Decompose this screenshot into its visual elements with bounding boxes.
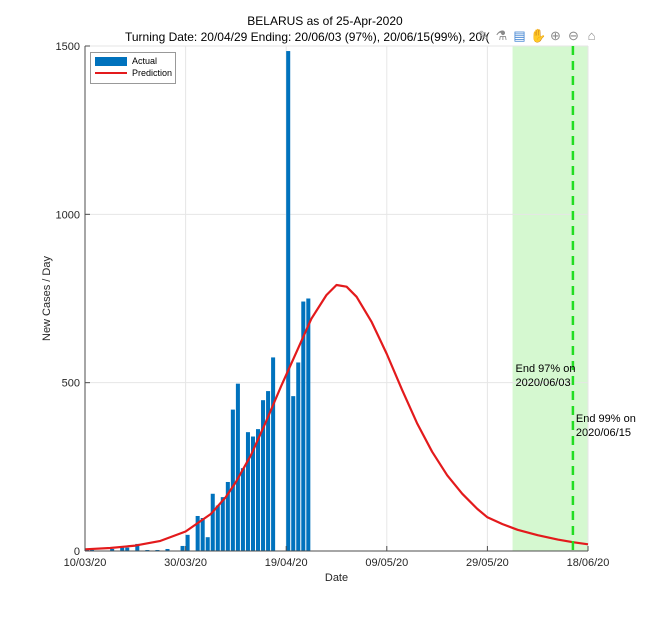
bar-actual — [256, 429, 261, 551]
bar-actual — [120, 547, 125, 551]
chart-title: BELARUS as of 25-Apr-2020 — [247, 14, 403, 28]
zoom-in-icon[interactable]: ⊕ — [550, 28, 561, 43]
prediction-line — [84, 283, 589, 551]
y-axis-label: New Cases / Day — [41, 256, 53, 341]
bar-actual — [296, 362, 301, 551]
y-tick-label: 1500 — [56, 41, 80, 53]
ending-band-layer — [512, 46, 588, 551]
bar-actual — [245, 432, 250, 551]
ending-97-band — [512, 46, 588, 551]
bar-actual — [84, 549, 90, 551]
home-icon[interactable]: ⌂ — [587, 28, 596, 43]
datatip-icon[interactable]: ⚗ — [495, 28, 508, 43]
bar-actual — [220, 497, 225, 551]
bar-actual — [185, 534, 190, 551]
bar-actual — [286, 51, 291, 552]
axis-layer — [84, 45, 589, 552]
y-tick-label: 0 — [74, 546, 80, 558]
x-tick-label: 30/03/20 — [164, 557, 207, 569]
legend-entry-actual: Actual — [95, 56, 157, 66]
legend-swatch-prediction — [95, 72, 127, 74]
insert-legend-icon[interactable]: ▤ — [513, 28, 526, 43]
chart-subtitle: Turning Date: 20/04/29 Ending: 20/06/03 … — [125, 30, 490, 44]
pan-hand-icon[interactable]: ✋ — [530, 28, 547, 43]
legend[interactable]: Actual Prediction — [90, 52, 176, 84]
bar-actual — [90, 549, 95, 551]
annotation-end-99: 2020/06/15 — [576, 427, 631, 439]
bar-actual — [266, 391, 271, 551]
annotation-end-97: 2020/06/03 — [516, 377, 571, 389]
bar-layer — [84, 51, 311, 552]
x-tick-label: 10/03/20 — [64, 557, 107, 569]
label-layer: 10/03/20 30/03/20 19/04/20 09/05/20 29/05/20… — [41, 41, 636, 584]
bar-actual — [230, 409, 235, 551]
bar-actual — [215, 505, 220, 551]
axes-toolbar: ✎ ⚗ ▤ ✋ ⊕ ⊖ ⌂ — [476, 28, 599, 43]
bar-actual — [195, 515, 200, 551]
bar-actual — [145, 549, 150, 551]
bar-actual — [225, 481, 230, 551]
bar-actual — [200, 518, 205, 551]
annotation-end-97: End 97% on — [516, 363, 576, 375]
bar-actual — [205, 537, 210, 551]
bar-actual — [110, 548, 115, 551]
bar-actual — [261, 400, 266, 551]
legend-label-prediction: Prediction — [132, 68, 173, 78]
annotation-end-99: End 99% on — [576, 413, 636, 425]
bar-actual — [306, 298, 311, 551]
y-tick-label: 1000 — [56, 209, 80, 221]
bar-actual — [180, 545, 185, 551]
x-tick-label: 19/04/20 — [265, 557, 308, 569]
bar-actual — [125, 547, 130, 551]
bar-actual — [250, 436, 256, 551]
legend-entry-prediction: Prediction — [95, 68, 172, 78]
legend-swatch-actual — [95, 56, 127, 66]
bar-actual — [165, 548, 170, 551]
zoom-out-icon[interactable]: ⊖ — [568, 28, 579, 43]
bar-actual — [291, 396, 296, 551]
bar-actual — [240, 468, 245, 551]
y-tick-label: 500 — [62, 378, 80, 390]
x-axis-label: Date — [325, 572, 348, 584]
bar-actual — [135, 543, 140, 551]
x-tick-label: 18/06/20 — [567, 557, 610, 569]
x-tick-label: 09/05/20 — [365, 557, 408, 569]
bar-actual — [210, 493, 215, 551]
bar-actual — [271, 357, 276, 551]
x-tick-label: 29/05/20 — [466, 557, 509, 569]
prediction-line-layer — [84, 283, 589, 551]
brush-icon[interactable]: ✎ — [478, 28, 489, 43]
bar-actual — [301, 301, 306, 551]
bar-actual — [155, 549, 160, 551]
bar-actual — [235, 383, 240, 551]
legend-label-actual: Actual — [132, 56, 158, 66]
